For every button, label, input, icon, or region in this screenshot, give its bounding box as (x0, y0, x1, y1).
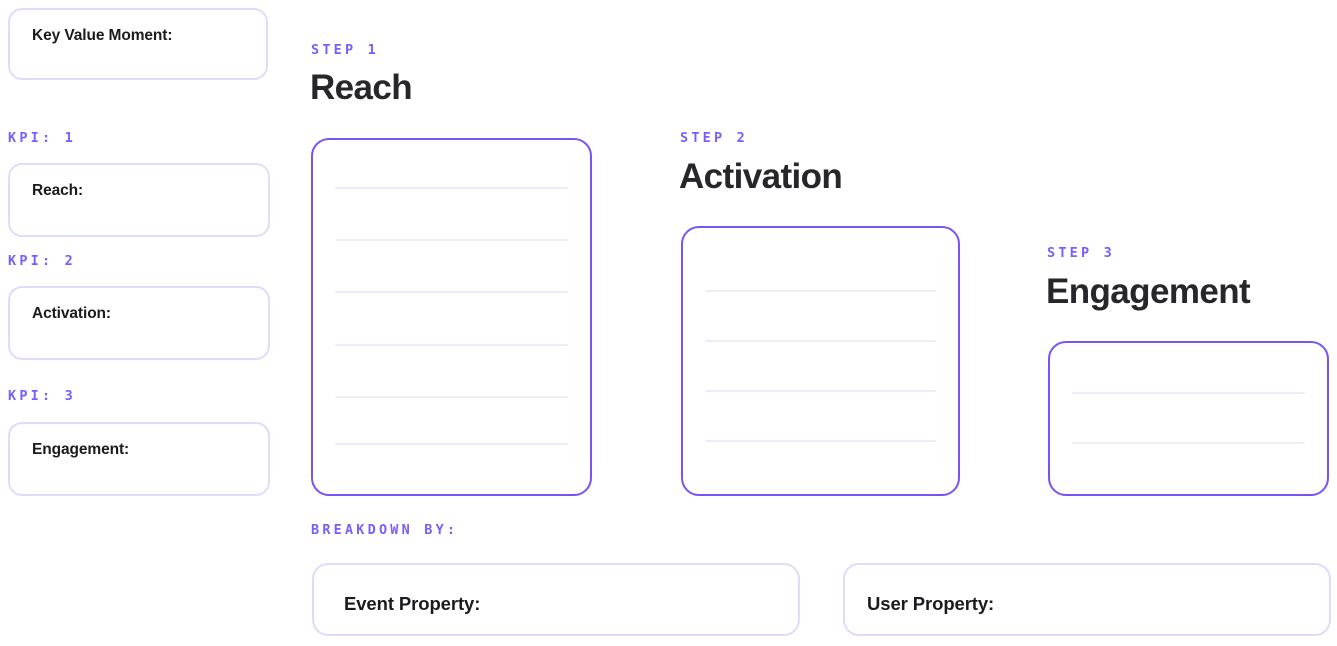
kpi-1-caption: KPI: 1 (8, 130, 76, 146)
kpi-2-label: Activation: (32, 305, 111, 322)
step-2-caption: STEP 2 (680, 130, 748, 146)
event-property-box[interactable]: Event Property: (312, 563, 800, 636)
step-3-caption: STEP 3 (1047, 245, 1115, 261)
note-rule (705, 440, 936, 442)
key-value-moment-label: Key Value Moment: (32, 27, 173, 44)
step-2-note-card[interactable] (681, 226, 960, 496)
step-2-heading: Activation (679, 157, 843, 196)
note-rule (335, 344, 568, 346)
note-rule (335, 291, 568, 293)
kpi-3-box[interactable]: Engagement: (8, 422, 270, 496)
user-property-box[interactable]: User Property: (843, 563, 1331, 636)
step-3-heading: Engagement (1046, 272, 1251, 311)
breakdown-caption: BREAKDOWN BY: (311, 522, 459, 538)
note-rule (705, 290, 936, 292)
step-1-note-card[interactable] (311, 138, 592, 496)
kpi-3-label: Engagement: (32, 441, 130, 458)
step-3-note-card[interactable] (1048, 341, 1329, 496)
kpi-2-caption: KPI: 2 (8, 253, 76, 269)
user-property-label: User Property: (867, 593, 995, 614)
step-1-heading: Reach (310, 68, 413, 107)
note-rule (1072, 442, 1305, 444)
note-rule (705, 390, 936, 392)
note-rule (705, 340, 936, 342)
kpi-1-label: Reach: (32, 182, 84, 199)
key-value-moment-box[interactable]: Key Value Moment: (8, 8, 268, 80)
note-rule (335, 239, 568, 241)
step-1-caption: STEP 1 (311, 42, 379, 58)
note-rule (335, 187, 568, 189)
kpi-3-caption: KPI: 3 (8, 388, 76, 404)
note-rule (1072, 392, 1305, 394)
note-rule (335, 443, 568, 445)
kpi-1-box[interactable]: Reach: (8, 163, 270, 237)
note-rule (335, 396, 568, 398)
event-property-label: Event Property: (344, 593, 481, 614)
kpi-2-box[interactable]: Activation: (8, 286, 270, 360)
